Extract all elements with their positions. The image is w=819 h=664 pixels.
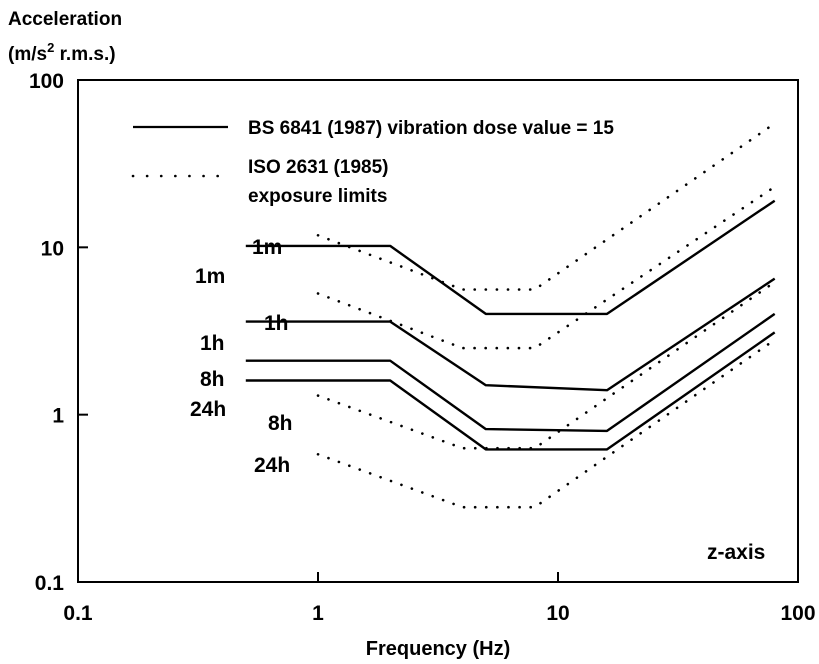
y-axis-title-line1: Acceleration (8, 9, 122, 30)
label-bs-8h: 8h (200, 368, 225, 391)
iso-limit-line-1m (316, 122, 777, 291)
label-iso-8h: 8h (268, 412, 293, 435)
y-axis-title-rms: r.m.s.) (54, 44, 115, 65)
legend: BS 6841 (1987) vibration dose value = 15… (131, 118, 614, 207)
bs-dose-line-8h (245, 312, 776, 433)
curve-labels: 1m 1h 8h 24h 1m 1h 8h 24h (190, 236, 293, 477)
label-iso-24h: 24h (254, 454, 290, 477)
annotation-z-axis: z-axis (707, 541, 765, 564)
x-tick-label: 0.1 (63, 602, 93, 625)
y-axis-title-unit: (m/s (8, 44, 47, 65)
bs-dose-line-1m (245, 199, 776, 316)
x-tick-label: 10 (546, 602, 569, 625)
y-tick-label: 10 (41, 237, 64, 260)
legend-label-iso2631-line1: ISO 2631 (1985) (248, 157, 388, 178)
plot-frame (77, 79, 799, 583)
y-axis-title-superscript: 2 (47, 40, 54, 55)
x-tick-label: 1 (312, 602, 324, 625)
y-tick-label: 0.1 (35, 572, 65, 595)
bs-dose-line-24h (245, 331, 776, 451)
label-iso-1m: 1m (252, 236, 282, 259)
x-axis-title: Frequency (Hz) (366, 638, 510, 660)
iso-limit-line-24h (316, 338, 777, 509)
label-iso-1h: 1h (264, 312, 289, 335)
legend-label-bs6841: BS 6841 (1987) vibration dose value = 15 (248, 118, 614, 139)
y-tick-label: 1 (52, 405, 64, 428)
y-axis-title-line2: (m/s2 r.m.s.) (8, 40, 116, 65)
series-group (245, 122, 777, 509)
bs-dose-line-1h (245, 277, 776, 392)
y-tick-label: 100 (29, 70, 64, 93)
label-bs-1m: 1m (195, 265, 225, 288)
axis-ticks: 0.1 1 10 100 0.1 1 10 100 (29, 70, 816, 625)
iso-limit-line-8h (316, 280, 777, 450)
x-tick-label: 100 (780, 602, 815, 625)
label-bs-24h: 24h (190, 398, 226, 421)
label-bs-1h: 1h (200, 332, 225, 355)
iso-limit-line-1h (316, 185, 777, 350)
legend-label-iso2631-line2: exposure limits (248, 186, 387, 207)
